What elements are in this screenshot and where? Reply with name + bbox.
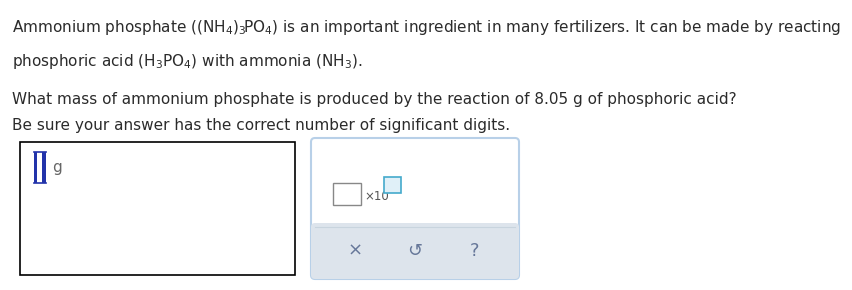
- Text: ?: ?: [469, 242, 479, 260]
- FancyBboxPatch shape: [311, 138, 518, 279]
- Text: Ammonium phosphate $\left(\left(\mathrm{NH_4}\right)_3\!\mathrm{PO_4}\right)$ is: Ammonium phosphate $\left(\left(\mathrm{…: [12, 18, 840, 37]
- Text: g: g: [52, 160, 61, 175]
- Bar: [20, 142, 295, 275]
- Text: phosphoric acid $\left(\mathrm{H_3PO_4}\right)$ with ammonia $\left(\mathrm{NH_3: phosphoric acid $\left(\mathrm{H_3PO_4}\…: [12, 52, 362, 71]
- Bar: [332, 183, 360, 205]
- Bar: [43, 152, 46, 183]
- Bar: [383, 177, 400, 193]
- FancyBboxPatch shape: [311, 223, 518, 279]
- Text: Be sure your answer has the correct number of significant digits.: Be sure your answer has the correct numb…: [12, 118, 509, 133]
- Text: ×: ×: [347, 242, 362, 260]
- Text: ↺: ↺: [407, 242, 422, 260]
- Text: ×10: ×10: [364, 190, 389, 203]
- Text: What mass of ammonium phosphate is produced by the reaction of 8.05 g of phospho: What mass of ammonium phosphate is produ…: [12, 92, 736, 107]
- Bar: [34, 152, 37, 183]
